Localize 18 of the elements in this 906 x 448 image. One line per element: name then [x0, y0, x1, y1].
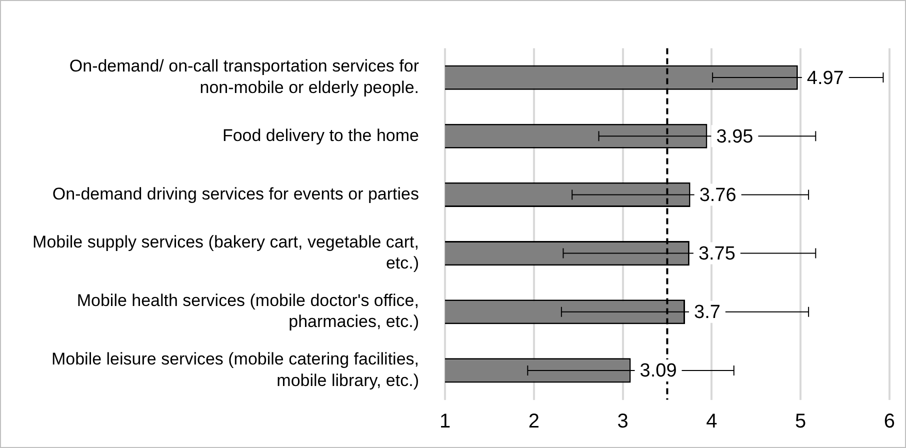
x-tick-label: 6 — [884, 410, 895, 432]
data-label: 3.7 — [694, 302, 720, 324]
x-tick-label: 4 — [706, 410, 718, 432]
data-label: 4.97 — [806, 68, 844, 89]
data-label: 3.76 — [699, 184, 736, 206]
data-label: 3.75 — [698, 244, 736, 265]
y-tick-label: On-demand driving services for events or parties — [52, 184, 419, 204]
y-tick-label: Mobile supply services (bakery cart, vegetable cart, etc.) — [32, 232, 419, 273]
x-tick-label: 5 — [794, 410, 806, 432]
y-tick-label: On-demand/ on-call transportation services for non-mobile or elderly people. — [69, 56, 420, 97]
data-label: 3.95 — [716, 126, 754, 148]
x-tick-label: 3 — [617, 410, 628, 432]
x-tick-label: 2 — [528, 410, 540, 432]
x-tick-label: 1 — [439, 410, 451, 432]
y-tick-label: Mobile health services (mobile doctor's office, pharmacies, etc.) — [76, 290, 419, 332]
y-tick-label: Food delivery to the home — [222, 126, 419, 145]
y-tick-label: Mobile leisure services (mobile catering facilities, mobile library, etc.) — [51, 350, 419, 390]
data-label: 3.09 — [640, 360, 677, 382]
